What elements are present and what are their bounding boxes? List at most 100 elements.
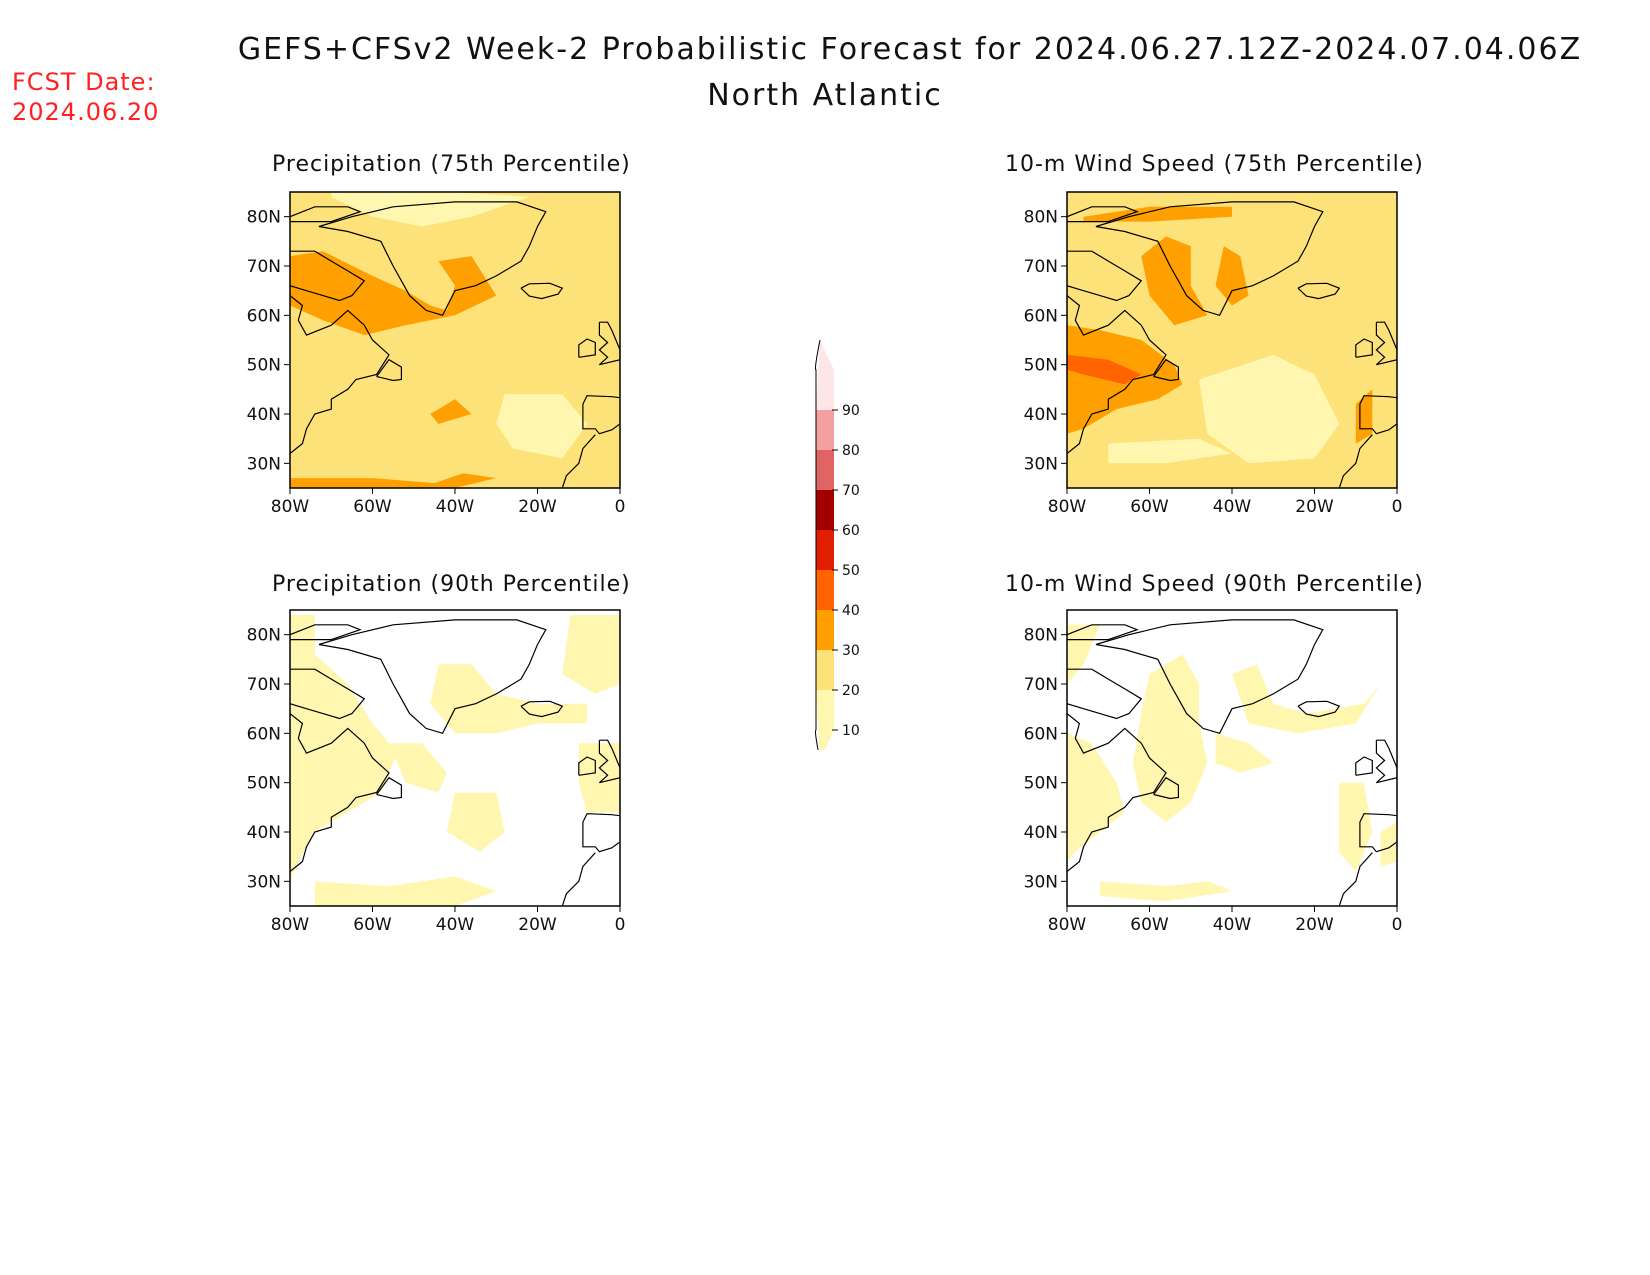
colorbar-legend: 10 20 30 40 50 60 70 80 90	[815, 339, 860, 750]
colorbar-segment	[816, 650, 834, 690]
probability-shading	[430, 399, 472, 424]
coastline	[1067, 668, 1143, 720]
colorbar-segment	[816, 610, 834, 650]
lon-label: 80W	[1048, 497, 1087, 517]
colorbar-segment	[816, 530, 834, 570]
lat-label: 80N	[247, 626, 281, 646]
lon-label: 40W	[436, 915, 475, 935]
lat-label: 50N	[247, 356, 281, 376]
probability-shading	[298, 448, 422, 469]
coastline	[1297, 282, 1341, 300]
lat-label: 50N	[247, 774, 281, 794]
lat-label: 70N	[247, 257, 281, 277]
lat-label: 60N	[247, 724, 281, 744]
coastline	[290, 250, 366, 302]
probability-shading	[496, 394, 587, 459]
lon-label: 20W	[518, 497, 557, 517]
probability-shading	[290, 473, 497, 488]
lat-label: 40N	[1024, 823, 1058, 843]
coastline	[1095, 201, 1324, 317]
colorbar-label: 30	[842, 643, 860, 659]
probability-shading	[1339, 782, 1373, 872]
coastline	[318, 201, 547, 317]
probability-shading	[290, 614, 398, 882]
coastline	[290, 624, 362, 641]
coastline	[1067, 624, 1139, 641]
panel-title-precip75: Precipitation (75th Percentile)	[272, 152, 631, 177]
lat-label: 50N	[1024, 774, 1058, 794]
coastline	[1095, 619, 1324, 735]
colorbar-label: 70	[842, 483, 860, 499]
coastline	[1297, 700, 1341, 718]
colorbar-segment	[816, 490, 834, 530]
lat-label: 30N	[1024, 454, 1058, 474]
lon-label: 40W	[436, 497, 475, 517]
colorbar-label: 50	[842, 563, 860, 579]
lon-label: 40W	[1213, 915, 1252, 935]
lat-label: 70N	[247, 675, 281, 695]
map-wind75: 80N 70N 60N 50N 40N 30N 80W 60W 40W 20W 0	[1024, 191, 1403, 517]
region-subtitle: North Atlantic	[707, 78, 943, 113]
lon-label: 0	[615, 915, 626, 935]
main-title: GEFS+CFSv2 Week-2 Probabilistic Forecast…	[237, 32, 1583, 67]
coastline	[598, 739, 620, 784]
colorbar-label: 80	[842, 443, 860, 459]
lat-label: 80N	[1024, 626, 1058, 646]
colorbar-segment	[816, 690, 834, 750]
colorbar-segment	[816, 410, 834, 450]
colorbar-outline	[815, 339, 821, 750]
probability-shading	[1141, 236, 1208, 326]
coastline	[582, 395, 620, 435]
forecast-date-label: FCST Date:	[12, 68, 156, 96]
probability-shading	[1199, 354, 1340, 464]
coastline	[561, 852, 596, 906]
lat-label: 50N	[1024, 356, 1058, 376]
colorbar-label: 10	[842, 723, 860, 739]
map-wind90: 80N 70N 60N 50N 40N 30N 80W 60W 40W 20W 0	[1024, 609, 1402, 935]
probability-shading	[1215, 246, 1249, 306]
lon-label: 20W	[518, 915, 557, 935]
coastline	[561, 434, 596, 488]
coastline	[1153, 358, 1179, 382]
lat-label: 70N	[1024, 675, 1058, 695]
probability-shading	[1067, 733, 1125, 862]
coastline	[1375, 321, 1397, 366]
lat-label: 60N	[247, 306, 281, 326]
coastline	[290, 713, 390, 872]
panel-title-wind90: 10-m Wind Speed (90th Percentile)	[1005, 572, 1424, 597]
coastline	[290, 295, 390, 454]
coastline	[1338, 852, 1373, 906]
panel-title-precip90: Precipitation (90th Percentile)	[272, 572, 631, 597]
probability-shading	[290, 251, 497, 336]
probability-shading	[578, 743, 620, 813]
probability-shading	[1067, 354, 1142, 385]
lon-label: 60W	[1130, 915, 1169, 935]
lon-label: 80W	[271, 915, 310, 935]
lat-label: 40N	[1024, 405, 1058, 425]
lon-label: 60W	[353, 497, 392, 517]
lon-label: 0	[615, 497, 626, 517]
map-precip90: 80N 70N 60N 50N 40N 30N 80W 60W 40W 20W 0	[247, 609, 626, 935]
lat-label: 30N	[247, 872, 281, 892]
lon-label: 80W	[1048, 915, 1087, 935]
lat-label: 40N	[247, 823, 281, 843]
forecast-date-value: 2024.06.20	[12, 98, 160, 126]
coastline	[1067, 206, 1139, 223]
lat-label: 40N	[247, 405, 281, 425]
lat-label: 30N	[1024, 872, 1058, 892]
lat-label: 30N	[247, 454, 281, 474]
coastline	[318, 619, 547, 735]
lat-label: 80N	[1024, 208, 1058, 228]
colorbar-label: 20	[842, 683, 860, 699]
probability-shading	[446, 792, 505, 852]
lon-label: 80W	[271, 497, 310, 517]
lat-label: 70N	[1024, 257, 1058, 277]
probability-shading	[562, 614, 620, 694]
lon-label: 20W	[1295, 915, 1334, 935]
lon-label: 0	[1392, 497, 1403, 517]
coastline	[1355, 756, 1373, 776]
coastline	[1375, 739, 1397, 784]
coastline	[1359, 813, 1397, 853]
probability-shading	[389, 743, 447, 793]
coastline	[520, 700, 564, 718]
